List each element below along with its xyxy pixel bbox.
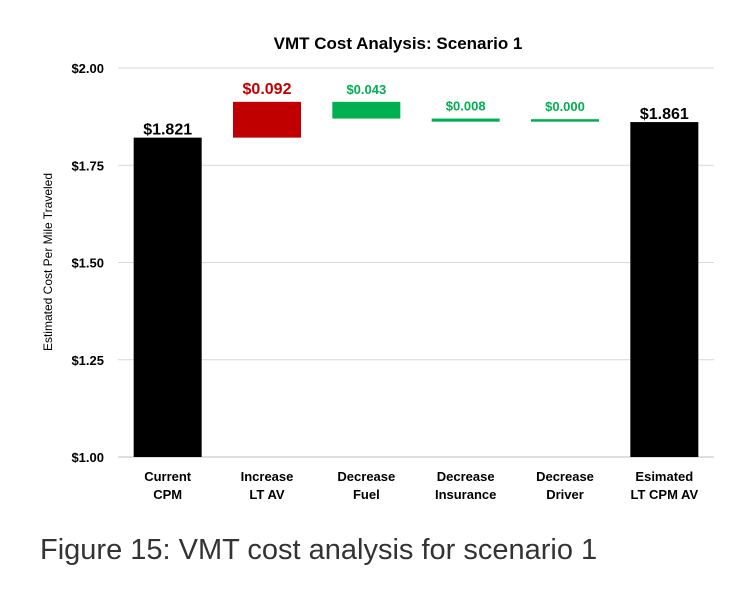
x-tick-label: Driver [546,487,584,502]
waterfall-chart: $1.821 $0.092 $0.043 $0.008 $0.000 $1.861 $1.… [41,34,714,502]
bar-value-label: $0.043 [346,82,386,97]
bar-increase [233,101,301,138]
x-tick-label: LT CPM AV [631,487,699,502]
y-tick-label: $1.25 [71,353,104,368]
bar-value-label: $1.821 [143,122,192,139]
x-tick-label: Insurance [435,487,496,502]
x-tick-label: Increase [241,469,294,484]
y-tick-label: $1.75 [71,158,104,173]
bar-total [630,122,699,458]
bar-labels-group: $1.821 $0.092 $0.043 $0.008 $0.000 $1.861 [143,81,689,139]
x-tick-label: CPM [153,487,182,502]
y-tick-label: $1.50 [71,256,104,271]
x-tick-label: LT AV [249,487,284,502]
bar-decrease [332,101,401,119]
bar-value-label: $1.861 [640,106,689,123]
bar-value-label: $0.008 [446,99,486,114]
bars-group [133,101,699,458]
chart-title: VMT Cost Analysis: Scenario 1 [274,34,523,53]
bar-decrease [531,119,599,122]
x-tick-label: Decrease [437,469,495,484]
figure-caption: Figure 15: VMT cost analysis for scenari… [40,534,598,566]
y-tick-label: $1.00 [71,450,104,465]
bar-value-label: $0.000 [545,99,585,114]
x-tick-label: Fuel [353,487,380,502]
bar-decrease [431,118,500,122]
gridlines [118,67,714,458]
x-tick-label: Decrease [536,469,594,484]
y-tick-label: $2.00 [71,61,104,76]
bar-value-label: $0.092 [243,81,292,98]
x-tick-label: Decrease [337,469,395,484]
y-tick-labels: $1.00 $1.25 $1.50 $1.75 $2.00 [71,61,104,465]
x-tick-label: Esimated [635,469,693,484]
x-tick-labels: Current CPM Increase LT AV Decrease Fuel Decre… [144,469,698,502]
x-tick-label: Current [144,469,192,484]
y-axis-label: Estimated Cost Per Mile Traveled [41,173,55,351]
bar-total [133,137,202,458]
